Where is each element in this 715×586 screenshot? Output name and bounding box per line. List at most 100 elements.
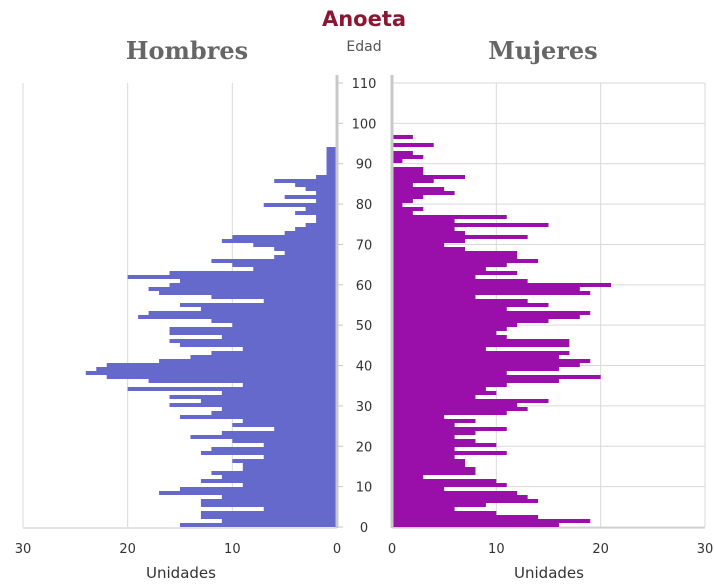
hombres-bar xyxy=(305,207,337,211)
mujeres-bar xyxy=(392,383,507,387)
hombres-bar xyxy=(326,147,337,151)
left-panel: 30 20 10 0 xyxy=(15,83,341,557)
hombres-bar xyxy=(106,363,337,367)
hombres-bar xyxy=(211,351,337,355)
mujeres-bar xyxy=(392,391,497,395)
hombres-bar xyxy=(221,431,337,435)
hombres-bar xyxy=(263,299,337,303)
mujeres-bar xyxy=(392,267,486,271)
mujeres-bar xyxy=(392,255,518,259)
mujeres-bar xyxy=(392,239,466,243)
hombres-bar xyxy=(200,451,337,455)
mujeres-bar xyxy=(392,399,549,403)
hombres-bar xyxy=(326,151,337,155)
mujeres-bar xyxy=(392,483,507,487)
mujeres-bar xyxy=(392,223,549,227)
hombres-bar xyxy=(263,443,337,447)
mujeres-bar xyxy=(392,227,455,231)
hombres-bar xyxy=(200,515,337,519)
hombres-bar xyxy=(85,371,337,375)
hombres-bar xyxy=(106,375,337,379)
hombres-bar xyxy=(242,463,337,467)
mujeres-bar xyxy=(392,491,518,495)
hombres-bar xyxy=(326,171,337,175)
mujeres-bar xyxy=(392,235,528,239)
hombres-bar xyxy=(138,315,337,319)
mujeres-bar xyxy=(392,443,497,447)
mujeres-bar xyxy=(392,319,549,323)
age-tick-label: 50 xyxy=(356,319,373,334)
left-x-tick-label: 30 xyxy=(15,542,32,557)
mujeres-bar xyxy=(392,199,413,203)
mujeres-bar xyxy=(392,347,486,351)
mujeres-bar xyxy=(392,419,476,423)
mujeres-bar xyxy=(392,355,559,359)
hombres-bar xyxy=(221,335,337,339)
hombres-bar xyxy=(242,483,337,487)
mujeres-bar xyxy=(392,335,507,339)
mujeres-bar xyxy=(392,151,413,155)
hombres-bar xyxy=(263,203,337,207)
mujeres-bar xyxy=(392,519,591,523)
hombres-bar xyxy=(180,343,337,347)
mujeres-bar xyxy=(392,295,476,299)
mujeres-bar xyxy=(392,359,591,363)
hombres-bar xyxy=(232,235,337,239)
mujeres-bar xyxy=(392,375,601,379)
hombres-bar xyxy=(316,191,337,195)
age-tick-label: 10 xyxy=(356,481,373,496)
hombres-bar xyxy=(232,323,337,327)
hombres-bar xyxy=(200,399,337,403)
mujeres-bar xyxy=(392,523,559,527)
right-x-tick-label: 10 xyxy=(488,542,505,557)
hombres-bar xyxy=(200,503,337,507)
hombres-bar xyxy=(190,355,337,359)
hombres-bar xyxy=(326,167,337,171)
age-tick-label: 0 xyxy=(360,521,368,536)
mujeres-bar xyxy=(392,379,559,383)
mujeres-bar xyxy=(392,395,476,399)
mujeres-bar xyxy=(392,511,497,515)
hombres-bar xyxy=(253,267,337,271)
mujeres-bar xyxy=(392,219,455,223)
age-tick-label: 20 xyxy=(356,440,373,455)
hombres-bar xyxy=(326,155,337,159)
hombres-bar xyxy=(274,247,337,251)
hombres-bar xyxy=(211,411,337,415)
hombres-bar xyxy=(295,227,337,231)
hombres-bar xyxy=(274,179,337,183)
mujeres-bar xyxy=(392,311,591,315)
hombres-bar xyxy=(159,359,337,363)
age-tick-label: 90 xyxy=(356,158,373,173)
mujeres-bar xyxy=(392,259,539,263)
hombres-bar xyxy=(316,199,337,203)
hombres-bar xyxy=(221,391,337,395)
hombres-bar xyxy=(180,523,337,527)
mujeres-bar xyxy=(392,299,528,303)
hombres-bar xyxy=(211,259,337,263)
mujeres-bar xyxy=(392,291,591,295)
hombres-bar xyxy=(211,447,337,451)
hombres-bar xyxy=(316,175,337,179)
hombres-bar xyxy=(180,279,337,283)
mujeres-bar xyxy=(392,339,570,343)
mujeres-bar xyxy=(392,243,445,247)
age-tick-label: 60 xyxy=(356,279,373,294)
mujeres-bar xyxy=(392,423,455,427)
mujeres-bar xyxy=(392,471,476,475)
hombres-bar xyxy=(200,499,337,503)
mujeres-bar xyxy=(392,427,507,431)
mujeres-bar xyxy=(392,315,580,319)
mujeres-bar xyxy=(392,211,413,215)
left-x-tick-label: 10 xyxy=(224,542,241,557)
hombres-bar xyxy=(169,339,337,343)
hombres-bar xyxy=(148,379,337,383)
hombres-bar xyxy=(305,187,337,191)
hombres-bar xyxy=(305,223,337,227)
mujeres-bar xyxy=(392,215,507,219)
mujeres-bar xyxy=(392,415,445,419)
mujeres-bar xyxy=(392,439,476,443)
mujeres-bar xyxy=(392,283,612,287)
mujeres-bar xyxy=(392,271,518,275)
